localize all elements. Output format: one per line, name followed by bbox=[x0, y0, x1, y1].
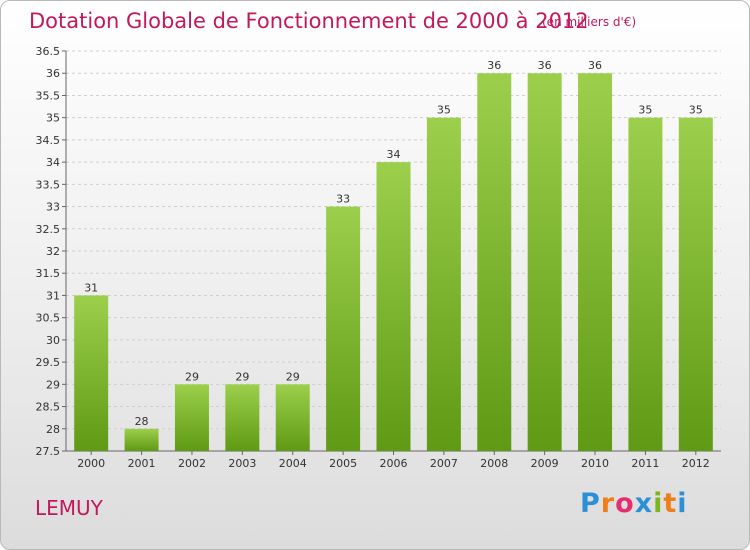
data-label: 29 bbox=[235, 370, 249, 383]
y-tick-label: 36 bbox=[46, 67, 60, 80]
bar-2009 bbox=[527, 73, 562, 451]
logo-letter: i bbox=[677, 488, 688, 519]
y-tick-label: 30.5 bbox=[36, 312, 61, 325]
chart-title: Dotation Globale de Fonctionnement de 20… bbox=[29, 9, 589, 33]
bar-2000 bbox=[74, 295, 109, 451]
x-tick-label: 2007 bbox=[430, 457, 458, 470]
x-tick-label: 2009 bbox=[531, 457, 559, 470]
commune-name: LEMUY bbox=[35, 496, 103, 520]
x-tick-label: 2004 bbox=[279, 457, 307, 470]
logo-letter: x bbox=[634, 488, 654, 519]
y-tick-label: 33 bbox=[46, 201, 60, 214]
bar-2003 bbox=[225, 384, 260, 451]
x-tick-label: 2010 bbox=[581, 457, 609, 470]
y-tick-label: 30 bbox=[46, 334, 60, 347]
y-tick-label: 32.5 bbox=[36, 223, 61, 236]
logo-letter: i bbox=[653, 488, 664, 519]
bar-2011 bbox=[628, 117, 663, 452]
data-label: 35 bbox=[437, 104, 451, 117]
data-label: 29 bbox=[185, 370, 199, 383]
data-label: 35 bbox=[689, 104, 703, 117]
y-tick-label: 35.5 bbox=[36, 89, 61, 102]
chart-subtitle: (en milliers d'€) bbox=[542, 15, 637, 29]
y-tick-label: 33.5 bbox=[36, 178, 61, 191]
bar-2005 bbox=[326, 206, 361, 451]
x-tick-label: 2006 bbox=[380, 457, 408, 470]
x-tick-label: 2012 bbox=[682, 457, 710, 470]
x-tick-label: 2011 bbox=[631, 457, 659, 470]
bar-2007 bbox=[426, 117, 461, 452]
data-label: 34 bbox=[387, 148, 401, 161]
bar-2010 bbox=[578, 73, 613, 451]
logo-letter: t bbox=[663, 488, 678, 519]
y-tick-label: 32 bbox=[46, 245, 60, 258]
y-tick-label: 31.5 bbox=[36, 267, 61, 280]
y-tick-label: 27.5 bbox=[36, 445, 61, 458]
data-label: 36 bbox=[487, 59, 501, 72]
proxiti-logo: Proxiti bbox=[580, 488, 688, 519]
y-tick-label: 29 bbox=[46, 378, 60, 391]
x-tick-label: 2003 bbox=[228, 457, 256, 470]
data-label: 29 bbox=[286, 370, 300, 383]
data-label: 33 bbox=[336, 193, 350, 206]
x-tick-label: 2000 bbox=[77, 457, 105, 470]
data-label: 36 bbox=[538, 59, 552, 72]
data-label: 28 bbox=[135, 415, 149, 428]
logo-letter: P bbox=[580, 488, 601, 519]
y-tick-label: 34 bbox=[46, 156, 60, 169]
bar-2008 bbox=[477, 73, 512, 451]
x-tick-label: 2001 bbox=[128, 457, 156, 470]
bar-2002 bbox=[174, 384, 209, 451]
data-label: 31 bbox=[84, 281, 98, 294]
y-tick-label: 28.5 bbox=[36, 401, 61, 414]
y-tick-label: 31 bbox=[46, 289, 60, 302]
y-tick-label: 36.5 bbox=[36, 45, 61, 58]
y-tick-label: 29.5 bbox=[36, 356, 61, 369]
x-tick-label: 2008 bbox=[480, 457, 508, 470]
logo-letter: r bbox=[600, 488, 616, 519]
x-tick-label: 2002 bbox=[178, 457, 206, 470]
data-label: 35 bbox=[638, 104, 652, 117]
logo-letter: o bbox=[615, 488, 635, 519]
y-tick-label: 35 bbox=[46, 112, 60, 125]
bar-2012 bbox=[678, 117, 713, 452]
data-label: 36 bbox=[588, 59, 602, 72]
x-tick-label: 2005 bbox=[329, 457, 357, 470]
bar-2006 bbox=[376, 162, 411, 451]
y-tick-label: 28 bbox=[46, 423, 60, 436]
bar-2001 bbox=[124, 428, 159, 451]
bar-2004 bbox=[275, 384, 310, 451]
y-tick-label: 34.5 bbox=[36, 134, 61, 147]
